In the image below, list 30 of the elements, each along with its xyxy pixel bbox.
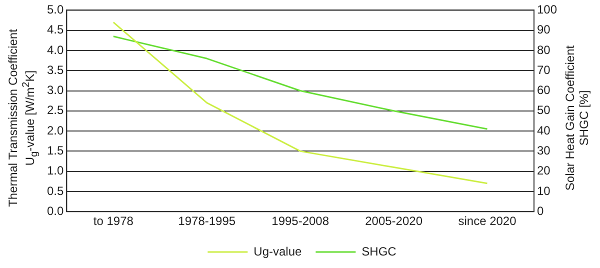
- y-tick-label: 1.0: [46, 164, 64, 178]
- y2-tick-label: 70: [536, 62, 551, 77]
- x-tick-label: 2005-2020: [365, 214, 423, 228]
- y2-tick-label: 90: [536, 22, 551, 37]
- x-tick-label: since 2020: [458, 214, 517, 228]
- y-tick-label: 3.5: [46, 62, 64, 77]
- y2-tick-label: 0: [536, 204, 544, 218]
- y2-tick-label: 30: [536, 143, 551, 158]
- y2-tick-label: 80: [536, 42, 551, 57]
- legend-label: Ug-value: [254, 244, 302, 258]
- y-tick-label: 0.0: [46, 204, 64, 218]
- y-tick-label: 4.5: [46, 22, 64, 37]
- y-tick-label: 2.0: [46, 123, 64, 138]
- y-tick-label: 0.5: [46, 184, 64, 198]
- y2-tick-label: 20: [536, 164, 551, 178]
- y2-tick-label: 40: [536, 123, 551, 138]
- y-tick-label: 2.5: [46, 103, 64, 118]
- y2-axis-title: Solar Heat Gain Coefficient SHGC [%]: [563, 45, 591, 191]
- y2-tick-label: 60: [536, 83, 551, 98]
- y-tick-label: 1.5: [46, 143, 64, 158]
- legend-label: SHGC: [362, 244, 397, 258]
- x-tick-label: 1978-1995: [178, 214, 236, 228]
- y-tick-label: 5.0: [46, 2, 64, 17]
- y2-tick-label: 50: [536, 103, 551, 118]
- x-tick-label: to 1978: [93, 214, 134, 228]
- y-tick-label: 3.0: [46, 83, 64, 98]
- y-tick-label: 4.0: [46, 42, 64, 57]
- y2-tick-label: 10: [536, 184, 551, 198]
- y2-tick-label: 100: [536, 2, 558, 17]
- x-tick-label: 1995-2008: [272, 214, 330, 228]
